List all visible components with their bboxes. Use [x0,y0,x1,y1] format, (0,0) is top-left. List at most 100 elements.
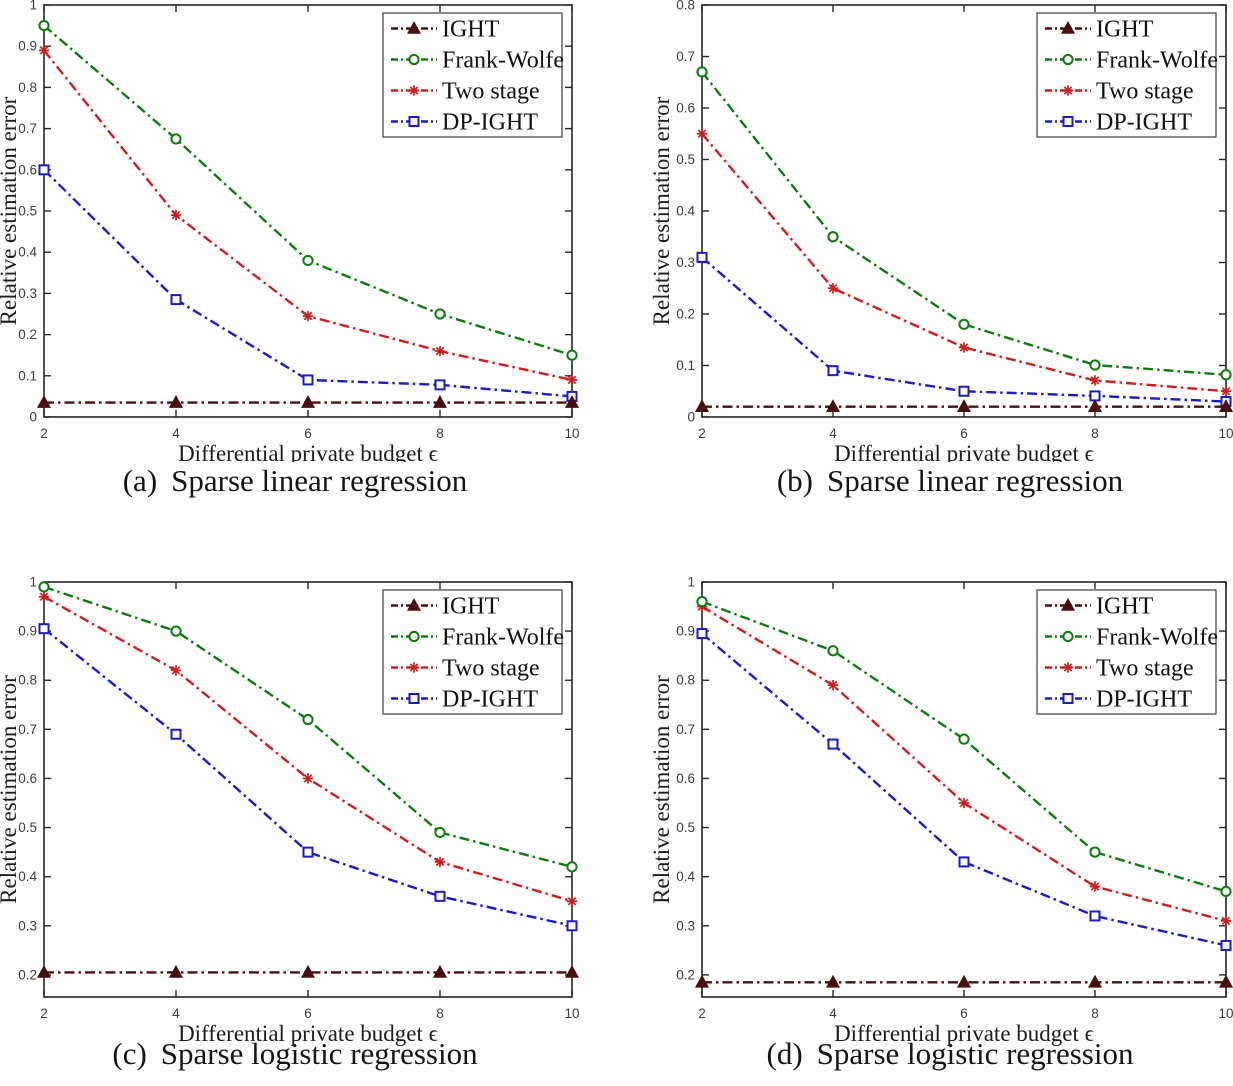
x-tick-label: 10 [1218,426,1233,441]
data-point-marker-frank_wolfe [1220,885,1232,898]
data-point-marker-two_stage [302,310,314,322]
series-line-dp_ight [701,256,1227,403]
y-tick-label: 0.8 [676,673,695,688]
y-tick-label: 0 [687,410,695,425]
series-two_stage [38,45,578,386]
x-tick-label: 2 [698,1006,706,1021]
data-point-marker-dp_ight [1220,939,1232,951]
chart-d-sparse-logistic-regression: 2 4 6 8 10 0.2 0.3 0.4 0.5 0.6 0.7 0.8 0.9 1 Different… [649,575,1233,1046]
y-tick-label: 0.4 [676,204,695,219]
y-tick-label: 0.9 [18,39,37,54]
data-point-marker-two_stage [1220,915,1232,927]
data-point-marker-dp_ight [38,623,50,635]
legend-marker-dp_ight [1062,693,1074,704]
y-tick-label: 0 [29,410,37,425]
data-point-marker-frank_wolfe [1089,359,1101,371]
y-tick-label: 0.2 [676,307,695,322]
caption-a: (a) Sparse linear regression [15,463,575,499]
data-point-marker-frank_wolfe [827,231,839,243]
series-dp_ight [38,623,578,932]
x-tick-label: 8 [1091,1006,1099,1021]
data-point-marker-ight [432,395,448,408]
legend-marker-dp_ight [408,693,420,704]
data-point-marker-ight [564,964,580,978]
legend: IGHT Frank-Wolfe Two stage DP-IGHT [382,12,564,138]
data-point-marker-ight [956,974,972,988]
data-point-marker-two_stage [566,896,578,907]
y-tick-label: 0.6 [18,771,37,786]
legend-marker-ight [406,597,422,611]
y-tick-label: 0.5 [18,204,37,219]
y-tick-label: 0.3 [676,918,695,933]
data-point-marker-dp_ight [696,628,708,640]
y-tick-label: 0.1 [18,368,37,383]
y-tick-label: 0.4 [676,869,695,884]
data-point-marker-dp_ight [1089,910,1101,922]
data-point-marker-two_stage [1089,375,1101,386]
data-point-marker-two_stage [1089,881,1101,892]
y-axis-label: Relative estimation error [0,96,21,325]
legend-marker-ight [1060,20,1076,34]
data-point-marker-dp_ight [958,385,970,397]
caption-d-index: (d) [766,1036,803,1071]
data-point-marker-dp_ight [170,728,182,740]
data-point-marker-frank_wolfe [38,581,50,593]
axis-ticks [43,4,573,418]
chart-a-sparse-linear-regression: 2 4 6 8 10 0 0.1 0.2 0.3 0.4 0.5 0.6 0.7 0.8 0.9 1 Diffe… [0,0,580,462]
y-axis-label: Relative estimation error [649,96,674,325]
series-two_stage [38,591,578,907]
x-tick-label: 4 [172,426,180,441]
data-point-marker-ight [564,395,580,408]
y-tick-label: 0.5 [676,152,695,167]
y-tick-label: 0.7 [676,722,695,737]
y-tick-label: 0.6 [676,101,695,116]
data-point-marker-ight [300,395,316,408]
series-ight [694,974,1233,988]
x-tick-label: 4 [829,426,837,441]
y-tick-label: 0.3 [18,918,37,933]
legend-label: Frank-Wolfe [1096,625,1218,651]
data-point-marker-ight [300,964,316,978]
legend: IGHT Frank-Wolfe Two stage DP-IGHT [382,589,564,715]
y-tick-label: 1 [29,575,37,590]
data-point-marker-ight [1218,974,1233,988]
data-point-marker-ight [825,974,841,988]
x-axis-label: Differential private budget ϵ [834,441,1094,462]
legend-label: Two stage [442,79,540,105]
data-point-marker-dp_ight [1089,390,1101,402]
legend-marker-dp_ight [408,116,420,127]
y-tick-label: 0.7 [18,121,37,136]
legend-marker-two_stage [408,662,420,673]
y-axis-label: Relative estimation error [0,675,21,904]
data-point-marker-ight [36,395,52,408]
data-point-marker-frank_wolfe [958,733,970,745]
series-line-frank_wolfe [701,600,1227,893]
data-point-marker-dp_ight [170,294,182,306]
data-point-marker-frank_wolfe [170,133,182,145]
data-point-marker-two_stage [434,856,446,868]
x-tick-label: 6 [304,426,312,441]
legend: IGHT Frank-Wolfe Two stage DP-IGHT [1036,12,1218,138]
data-point-marker-two_stage [434,345,446,357]
data-point-marker-two_stage [696,128,708,139]
series-dp_ight [696,628,1232,951]
legend-label: DP-IGHT [442,687,538,713]
data-point-marker-frank_wolfe [696,66,708,78]
series-line-dp_ight [701,632,1227,947]
legend-label: Two stage [1096,656,1194,682]
data-point-marker-frank_wolfe [170,625,182,637]
legend-label: IGHT [442,17,500,43]
legend-label: Frank-Wolfe [442,48,564,74]
series-frank_wolfe [696,596,1232,898]
caption-c-text: Sparse logistic regression [160,1036,478,1071]
chart-c-sparse-logistic-regression: 2 4 6 8 10 0.2 0.3 0.4 0.5 0.6 0.7 0.8 0.9 1 Different… [0,575,580,1047]
legend-label: IGHT [442,594,500,620]
data-point-marker-ight [1087,974,1103,988]
x-tick-label: 10 [564,426,579,441]
y-tick-label: 0.4 [18,245,37,260]
data-point-marker-dp_ight [434,890,446,902]
series-ight [36,395,580,408]
caption-d: (d) Sparse logistic regression [670,1036,1230,1072]
data-point-marker-frank_wolfe [958,318,970,330]
